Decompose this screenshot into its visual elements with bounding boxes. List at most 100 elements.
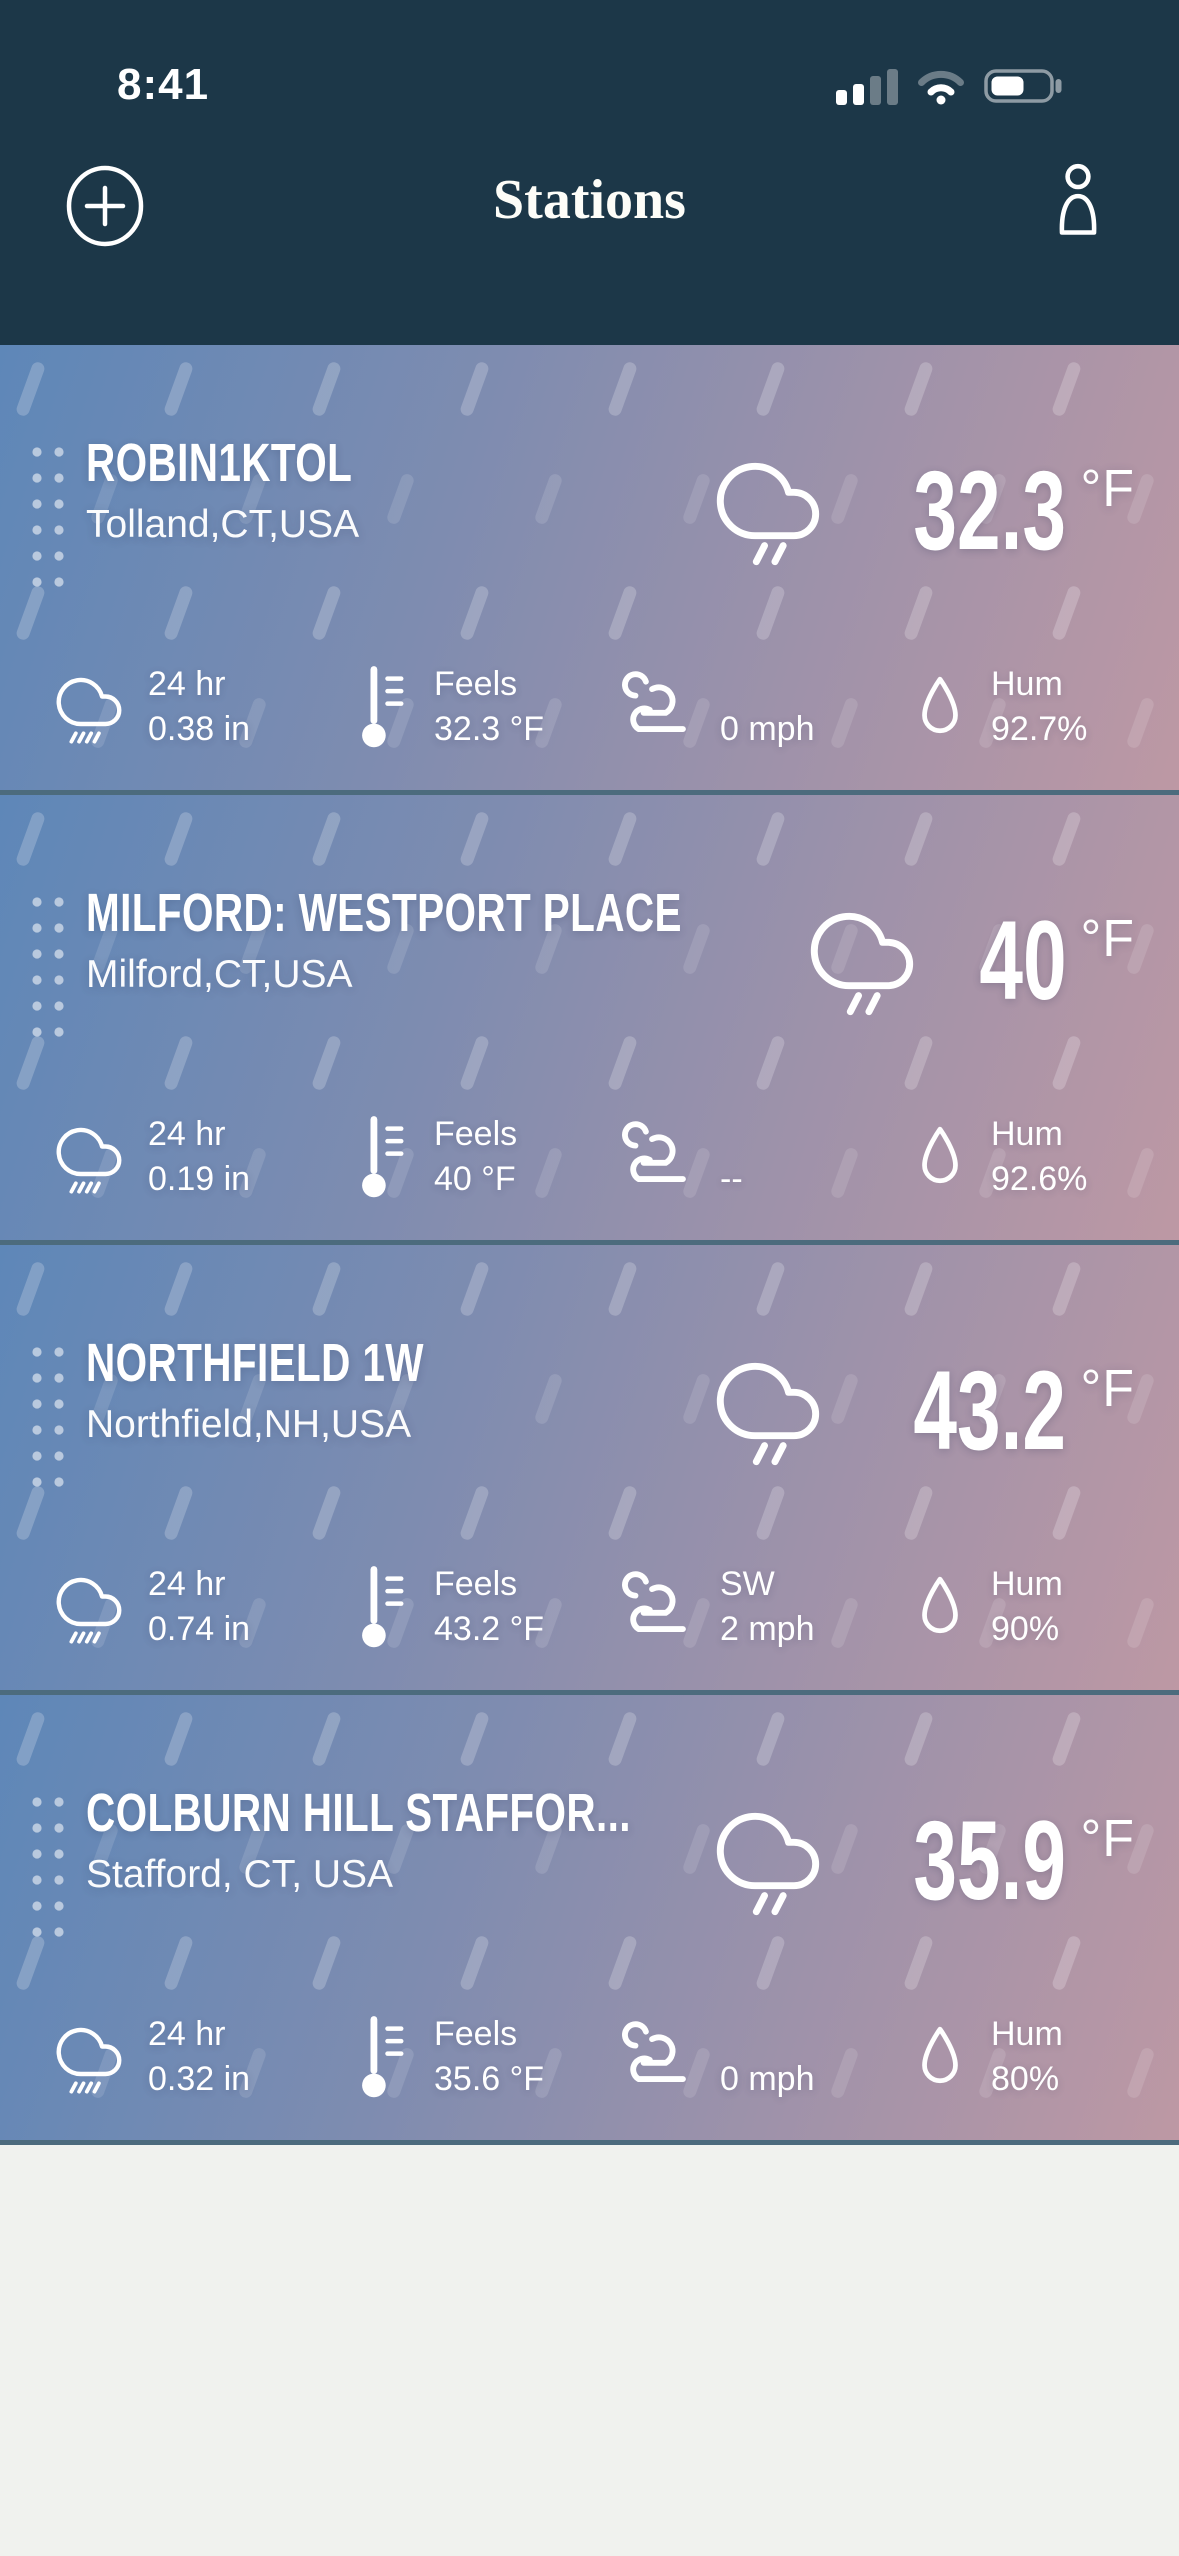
drag-handle-icon[interactable] <box>30 1795 72 1941</box>
current-conditions: 32.3 °F <box>716 445 1135 567</box>
feels-like-stat: Feels 35.6 °F <box>358 1997 616 2117</box>
rain-cloud-small-icon <box>56 2027 122 2094</box>
station-location: Milford,CT,USA <box>86 953 353 997</box>
wind-stat: -- <box>616 1097 915 1217</box>
rain-cloud-small-icon <box>56 1127 122 1194</box>
thermometer-icon <box>362 1116 404 1198</box>
rain-cloud-icon <box>717 1362 820 1466</box>
wind-value: 0 mph <box>720 710 815 748</box>
current-conditions: 35.9 °F <box>716 1795 1135 1917</box>
humidity-stat: Hum 92.7% <box>915 647 1163 767</box>
feels-value: 43.2 °F <box>434 1610 544 1648</box>
station-title-block: MILFORD: WESTPORT PLACE Milford,CT,USA <box>86 883 880 997</box>
wind-icon <box>622 1571 686 1633</box>
temperature-value: 43.2 <box>913 1348 1067 1473</box>
wind-stat: 0 mph <box>616 1997 915 2117</box>
rain-label: 24 hr <box>148 665 226 703</box>
temperature-unit: °F <box>1080 460 1135 518</box>
wifi-icon <box>918 70 964 105</box>
station-stats-row: 24 hr 0.32 in Feels 35.6 °F <box>0 1995 1179 2119</box>
rain-label: 24 hr <box>148 1115 226 1153</box>
drag-handle-icon[interactable] <box>30 1345 72 1491</box>
temperature-unit: °F <box>1080 1810 1135 1868</box>
feels-value: 35.6 °F <box>434 2060 544 2098</box>
rain-24h-stat: 24 hr 0.32 in <box>56 1997 358 2117</box>
feels-label: Feels <box>434 1565 518 1603</box>
rain-cloud-icon <box>810 912 913 1016</box>
water-drop-icon <box>922 1576 958 1634</box>
station-card[interactable]: ROBIN1KTOL Tolland,CT,USA 32.3 °F <box>0 345 1179 795</box>
temperature-unit: °F <box>1080 910 1135 968</box>
wind-value: -- <box>720 1160 743 1198</box>
rain-label: 24 hr <box>148 1565 226 1603</box>
rain-value: 0.32 in <box>148 2060 251 2098</box>
humidity-stat: Hum 90% <box>915 1547 1163 1667</box>
wind-stat: 0 mph <box>616 647 915 767</box>
empty-area <box>0 2145 1179 2556</box>
drag-handle-icon[interactable] <box>30 445 72 591</box>
feels-like-stat: Feels 40 °F <box>358 1097 616 1217</box>
station-card[interactable]: MILFORD: WESTPORT PLACE Milford,CT,USA 4… <box>0 795 1179 1245</box>
rain-cloud-small-icon <box>56 1577 122 1644</box>
rain-value: 0.74 in <box>148 1610 251 1648</box>
wind-stat: SW 2 mph <box>616 1547 915 1667</box>
temperature-unit: °F <box>1080 1360 1135 1418</box>
station-name: MILFORD: WESTPORT PLACE <box>86 883 682 943</box>
wind-direction-label: SW <box>720 1565 775 1603</box>
temperature-value: 32.3 <box>913 448 1067 573</box>
temperature-value: 40 <box>979 898 1067 1023</box>
wind-value: 2 mph <box>720 1610 815 1648</box>
station-title-block: COLBURN HILL STAFFOR... Stafford, CT, US… <box>86 1783 812 1897</box>
station-stats-row: 24 hr 0.19 in Feels 40 °F <box>0 1095 1179 1219</box>
station-name: COLBURN HILL STAFFOR... <box>86 1783 631 1843</box>
rain-cloud-icon <box>717 1812 820 1916</box>
feels-value: 40 °F <box>434 1160 516 1198</box>
status-icons <box>836 66 1064 106</box>
station-location: Stafford, CT, USA <box>86 1853 394 1897</box>
feels-like-stat: Feels 43.2 °F <box>358 1547 616 1667</box>
station-stats-row: 24 hr 0.38 in Feels 32.3 °F <box>0 645 1179 769</box>
humidity-label: Hum <box>991 2015 1063 2053</box>
page-title: Stations <box>493 169 686 231</box>
feels-label: Feels <box>434 1115 518 1153</box>
rain-24h-stat: 24 hr 0.74 in <box>56 1547 358 1667</box>
rain-value: 0.38 in <box>148 710 251 748</box>
humidity-stat: Hum 80% <box>915 1997 1163 2117</box>
rain-24h-stat: 24 hr 0.38 in <box>56 647 358 767</box>
thermometer-icon <box>362 1566 404 1648</box>
station-card[interactable]: NORTHFIELD 1W Northfield,NH,USA 43.2 °F <box>0 1245 1179 1695</box>
account-button[interactable] <box>1052 160 1104 240</box>
rain-24h-stat: 24 hr 0.19 in <box>56 1097 358 1217</box>
add-station-button[interactable] <box>64 164 146 248</box>
thermometer-icon <box>362 2016 404 2098</box>
humidity-label: Hum <box>991 1565 1063 1603</box>
rain-cloud-small-icon <box>56 677 122 744</box>
current-conditions: 43.2 °F <box>716 1345 1135 1467</box>
rain-label: 24 hr <box>148 2015 226 2053</box>
wind-icon <box>622 1121 686 1183</box>
humidity-label: Hum <box>991 1115 1063 1153</box>
wind-direction-label <box>720 662 815 707</box>
battery-icon <box>984 69 1062 103</box>
wind-icon <box>622 2021 686 2083</box>
station-card[interactable]: COLBURN HILL STAFFOR... Stafford, CT, US… <box>0 1695 1179 2145</box>
station-stats-row: 24 hr 0.74 in Feels 43.2 °F <box>0 1545 1179 1669</box>
station-location: Northfield,NH,USA <box>86 1403 412 1447</box>
humidity-value: 92.7% <box>991 710 1088 748</box>
station-name: ROBIN1KTOL <box>86 433 353 493</box>
status-time: 8:41 <box>117 60 210 109</box>
feels-value: 32.3 °F <box>434 710 544 748</box>
water-drop-icon <box>922 676 958 734</box>
water-drop-icon <box>922 1126 958 1184</box>
feels-label: Feels <box>434 2015 518 2053</box>
current-conditions: 40 °F <box>810 895 1135 1017</box>
humidity-value: 80% <box>991 2060 1060 2098</box>
feels-label: Feels <box>434 665 518 703</box>
humidity-value: 90% <box>991 1610 1060 1648</box>
water-drop-icon <box>922 2026 958 2084</box>
drag-handle-icon[interactable] <box>30 895 72 1041</box>
stations-list: ROBIN1KTOL Tolland,CT,USA 32.3 °F <box>0 345 1179 2145</box>
station-location: Tolland,CT,USA <box>86 503 360 547</box>
station-name: NORTHFIELD 1W <box>86 1333 424 1393</box>
